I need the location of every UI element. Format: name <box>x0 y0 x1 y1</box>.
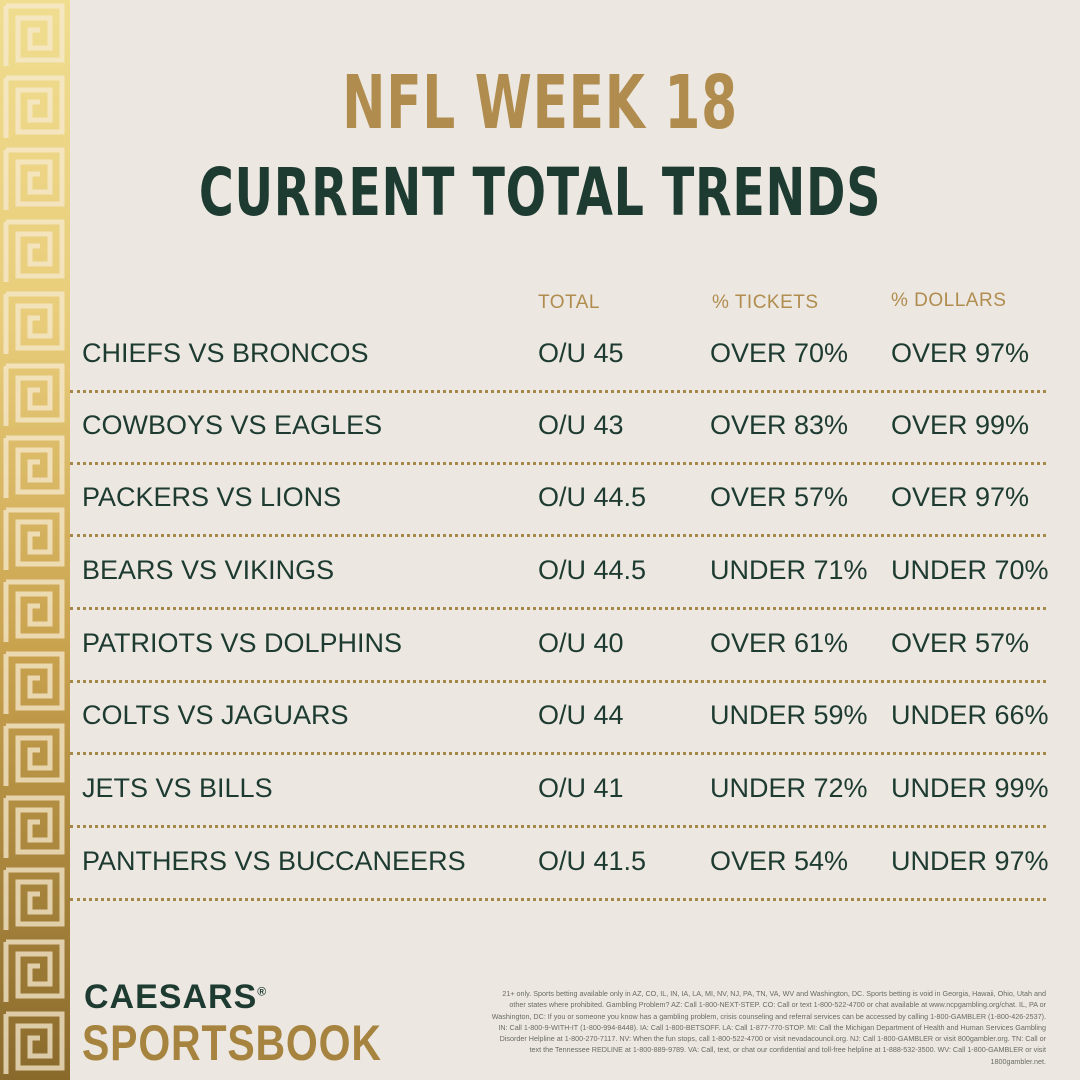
total-cell: O/U 41 <box>538 773 624 803</box>
greek-key-border <box>0 0 70 1080</box>
table-row: COWBOYS VS EAGLES O/U 43 OVER 83% OVER 9… <box>70 390 1046 465</box>
tickets-cell: UNDER 71% <box>710 555 868 585</box>
page-subtitle: CURRENT TOTAL TRENDS <box>198 154 882 231</box>
logo-sportsbook: SPORTSBOOK <box>82 1015 382 1071</box>
tickets-cell: UNDER 72% <box>710 773 868 803</box>
table-row: PACKERS VS LIONS O/U 44.5 OVER 57% OVER … <box>70 462 1046 537</box>
column-header-total: TOTAL <box>538 292 600 313</box>
total-cell: O/U 40 <box>538 628 624 658</box>
total-cell: O/U 43 <box>538 410 624 440</box>
total-cell: O/U 45 <box>538 338 624 368</box>
game-cell: COLTS VS JAGUARS <box>82 700 349 730</box>
table-row: PANTHERS VS BUCCANEERS O/U 41.5 OVER 54%… <box>70 826 1049 901</box>
table-row: PATRIOTS VS DOLPHINS O/U 40 OVER 61% OVE… <box>70 608 1046 683</box>
dollars-cell: UNDER 99% <box>891 773 1049 803</box>
total-cell: O/U 44.5 <box>538 482 647 512</box>
dollars-cell: OVER 97% <box>891 338 1030 368</box>
tickets-cell: OVER 70% <box>710 338 849 368</box>
dollars-cell: OVER 99% <box>891 410 1030 440</box>
total-cell: O/U 44 <box>538 700 624 730</box>
dollars-cell: UNDER 70% <box>891 555 1049 585</box>
logo-caesars-text: CAESARS <box>84 978 258 1016</box>
game-cell: PATRIOTS VS DOLPHINS <box>82 628 403 658</box>
dollars-cell: UNDER 97% <box>891 846 1049 876</box>
game-cell: JETS VS BILLS <box>82 773 273 803</box>
table-row: JETS VS BILLS O/U 41 UNDER 72% UNDER 99% <box>70 753 1049 828</box>
column-header-dollars: % DOLLARS <box>891 290 1007 311</box>
tickets-cell: OVER 61% <box>710 628 849 658</box>
game-cell: PANTHERS VS BUCCANEERS <box>82 846 466 876</box>
tickets-cell: OVER 54% <box>710 846 849 876</box>
game-cell: CHIEFS VS BRONCOS <box>82 338 369 368</box>
dollars-cell: OVER 57% <box>891 628 1030 658</box>
legal-disclaimer: 21+ only. Sports betting available only … <box>491 989 1046 1066</box>
tickets-cell: OVER 57% <box>710 482 849 512</box>
game-cell: COWBOYS VS EAGLES <box>82 410 383 440</box>
column-header-tickets: % TICKETS <box>712 292 819 313</box>
greek-key-pattern <box>0 0 70 1080</box>
logo-caesars: CAESARS® <box>84 978 267 1017</box>
tickets-cell: UNDER 59% <box>710 700 868 730</box>
table-row: CHIEFS VS BRONCOS O/U 45 OVER 70% OVER 9… <box>70 318 1046 393</box>
dollars-cell: OVER 97% <box>891 482 1030 512</box>
total-cell: O/U 44.5 <box>538 555 647 585</box>
page-title: NFL WEEK 18 <box>342 60 738 146</box>
table-row: COLTS VS JAGUARS O/U 44 UNDER 59% UNDER … <box>70 680 1049 755</box>
game-cell: BEARS VS VIKINGS <box>82 555 335 585</box>
registered-mark: ® <box>257 984 268 999</box>
dollars-cell: UNDER 66% <box>891 700 1049 730</box>
table-row: BEARS VS VIKINGS O/U 44.5 UNDER 71% UNDE… <box>70 535 1049 610</box>
tickets-cell: OVER 83% <box>710 410 849 440</box>
total-cell: O/U 41.5 <box>538 846 647 876</box>
game-cell: PACKERS VS LIONS <box>82 482 342 512</box>
